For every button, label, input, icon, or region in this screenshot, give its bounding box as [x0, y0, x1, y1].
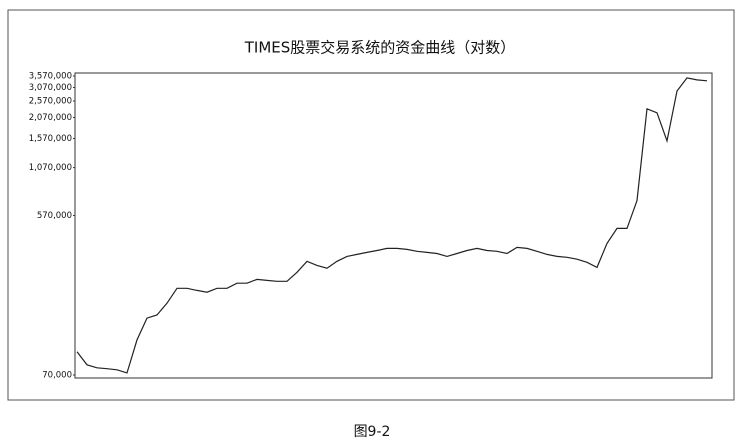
y-tick-label: 570,000: [37, 211, 72, 221]
y-tick-label: 3,070,000: [29, 83, 72, 93]
y-tick-label: 3,570,000: [29, 72, 72, 82]
plot-frame: [74, 72, 713, 379]
equity-line: [76, 77, 708, 374]
y-tick-label: 2,070,000: [29, 113, 72, 123]
y-tick-label: 1,570,000: [29, 134, 72, 144]
chart-frame: [7, 9, 735, 401]
y-tick-label: 70,000: [42, 371, 72, 381]
y-tick-label: 1,070,000: [29, 163, 72, 173]
y-tick-label: 2,570,000: [29, 96, 72, 106]
caption: 图9-2: [354, 424, 391, 440]
chart-title: TIMES股票交易系统的资金曲线（对数）: [244, 39, 516, 57]
